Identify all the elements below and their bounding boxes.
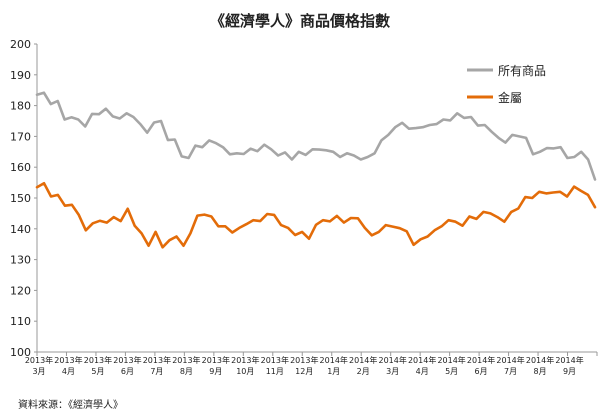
x-tick-label-month: 4月 <box>62 367 75 376</box>
x-tick-label-month: 7月 <box>150 367 163 376</box>
series-lines <box>35 91 597 249</box>
x-tick-label-month: 8月 <box>180 367 193 376</box>
x-tick-label-year: 2014年 <box>496 355 524 365</box>
x-tick-label-year: 2014年 <box>408 355 436 365</box>
x-tick-label-month: 12月 <box>295 367 313 376</box>
x-tick-label-month: 5月 <box>91 367 104 376</box>
chart-title: 《經濟學人》商品價格指數 <box>209 12 390 30</box>
x-tick-label-month: 10月 <box>236 367 254 376</box>
x-tick-label-year: 2013年 <box>231 355 259 365</box>
y-tick-label: 100 <box>10 346 31 359</box>
y-tick-label: 150 <box>10 192 31 205</box>
x-tick-label-year: 2014年 <box>437 355 465 365</box>
y-tick-label: 140 <box>10 223 31 236</box>
legend-label-1: 金屬 <box>498 90 522 105</box>
x-tick-label-year: 2013年 <box>202 355 230 365</box>
x-tick-label-year: 2014年 <box>320 355 348 365</box>
x-tick-label-year: 2013年 <box>172 355 200 365</box>
y-tick-label: 200 <box>10 38 31 51</box>
y-tick-label: 120 <box>10 284 31 297</box>
x-tick-label-year: 2013年 <box>290 355 318 365</box>
x-tick-label-year: 2013年 <box>25 355 53 365</box>
x-tick-label-month: 1月 <box>327 367 340 376</box>
legend-label-0: 所有商品 <box>498 63 546 78</box>
x-tick-label-year: 2013年 <box>143 355 171 365</box>
x-tick-label-month: 9月 <box>563 367 576 376</box>
series-line-0 <box>35 91 597 181</box>
x-tick-label-month: 7月 <box>504 367 517 376</box>
source-note: 資料來源：《經濟學人》 <box>18 400 123 411</box>
x-tick-label-year: 2014年 <box>379 355 407 365</box>
y-tick-label: 130 <box>10 254 31 267</box>
x-tick-label-month: 11月 <box>266 367 284 376</box>
x-axis-ticks: 2013年 3月 2013年 4月 2013年 5月 2013年 6月 2013年 7月 2013年… <box>25 352 598 376</box>
x-tick-label-month: 4月 <box>416 367 429 376</box>
x-tick-label-month: 6月 <box>121 367 134 376</box>
line-chart: 100 110 120 130 140 150 160 170 180 190 200 2013年 3… <box>10 38 598 376</box>
x-tick-label-month: 3月 <box>32 367 45 376</box>
y-tick-label: 170 <box>10 130 31 143</box>
x-tick-label-year: 2013年 <box>84 355 112 365</box>
y-tick-label: 110 <box>10 315 31 328</box>
x-tick-label-year: 2014年 <box>467 355 495 365</box>
x-tick-label-month: 6月 <box>475 367 488 376</box>
x-tick-label-month: 8月 <box>534 367 547 376</box>
x-tick-label-month: 2月 <box>357 367 370 376</box>
x-tick-label-year: 2014年 <box>349 355 377 365</box>
x-tick-label-year: 2013年 <box>261 355 289 365</box>
y-axis-ticks: 100 110 120 130 140 150 160 170 180 190 200 <box>10 38 37 359</box>
x-tick-label-month: 3月 <box>386 367 399 376</box>
x-tick-label-year: 2014年 <box>526 355 554 365</box>
x-tick-label-month: 9月 <box>209 367 222 376</box>
y-tick-label: 190 <box>10 69 31 82</box>
x-tick-label-month: 5月 <box>445 367 458 376</box>
y-tick-label: 160 <box>10 161 31 174</box>
series-line-1 <box>35 181 597 249</box>
y-tick-label: 180 <box>10 100 31 113</box>
x-tick-label-year: 2013年 <box>113 355 141 365</box>
x-tick-label-year: 2013年 <box>54 355 82 365</box>
x-tick-label-year: 2014年 <box>555 355 583 365</box>
